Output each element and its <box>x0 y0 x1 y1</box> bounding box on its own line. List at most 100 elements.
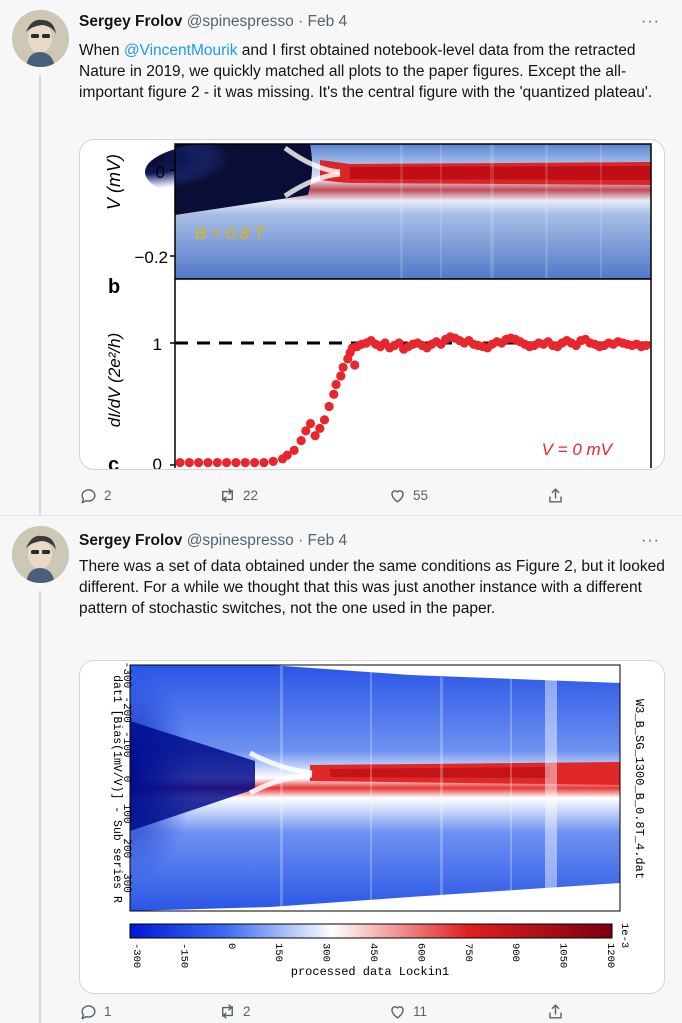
colorbar-tick-0: -300 <box>130 943 142 968</box>
colorbar-label: processed data Lockin1 <box>291 965 449 979</box>
reply-icon <box>81 489 96 504</box>
reply-button[interactable]: 2 <box>79 486 112 505</box>
colorbar-tick-7: 750 <box>462 943 474 962</box>
thread-connector <box>39 75 41 515</box>
figure-image: -300 -200 -100 0 100 200 300 dat1 [Bias(1mV/V)… <box>110 662 646 979</box>
retweet-count: 22 <box>243 488 259 503</box>
data-point-0 <box>175 457 185 468</box>
tweet-actions: 1 2 11 <box>79 1002 639 1022</box>
heatmap-ytick-2: -100 <box>120 731 132 757</box>
share-icon <box>549 488 562 503</box>
heart-icon <box>391 1006 404 1019</box>
heatmap-ylabel: dat1 [Bias(1mV/V)] - Sub series R <box>110 675 123 903</box>
colorbar-tick-9: 1050 <box>557 943 569 968</box>
heatmap-ytick-1: -200 <box>120 696 132 722</box>
colorbar-tick-5: 450 <box>367 943 379 962</box>
data-point-14 <box>296 436 306 446</box>
ytick-0: 0 <box>153 455 162 470</box>
data-point-13 <box>289 445 299 455</box>
data-point-4 <box>212 457 222 468</box>
data-point-21 <box>329 389 339 399</box>
voltage-annotation: V = 0 mV <box>542 440 614 459</box>
tweet-1[interactable]: Sergey Frolov @spinespresso · Feb 4 ··· … <box>0 0 682 515</box>
separator-dot: · <box>298 13 304 30</box>
mention-link[interactable]: @VincentMourik <box>123 42 238 59</box>
text-part: and I first obtained notebook-level data… <box>79 42 653 101</box>
tweet-divider <box>0 515 682 516</box>
retweet-icon <box>222 488 233 503</box>
ytick-1: 1 <box>153 335 162 354</box>
reply-count: 1 <box>104 1004 112 1019</box>
tweet-media-figure[interactable]: 0 −0.2 V (mV) B = 0.8 T b c 1 0 dI/dV (2… <box>79 139 665 470</box>
reply-icon <box>81 1005 96 1020</box>
thread-connector <box>39 591 41 1023</box>
colorbar-tick-3: 150 <box>272 943 284 962</box>
data-point-22 <box>331 379 341 390</box>
data-point-3 <box>203 457 213 468</box>
top-ytick-1: −0.2 <box>134 248 168 267</box>
colorbar-tick-6: 600 <box>414 943 426 962</box>
avatar[interactable] <box>12 10 69 67</box>
data-point-17 <box>310 431 320 441</box>
display-name[interactable]: Sergey Frolov <box>79 532 183 549</box>
data-point-7 <box>240 457 250 468</box>
like-button[interactable]: 55 <box>388 486 428 505</box>
share-icon <box>549 1004 562 1019</box>
tweet-date[interactable]: Feb 4 <box>307 13 348 30</box>
tweet-date[interactable]: Feb 4 <box>307 532 348 549</box>
heatmap-ytick-0: -300 <box>120 662 132 688</box>
reply-count: 2 <box>104 488 112 503</box>
tweet-2[interactable]: Sergey Frolov @spinespresso · Feb 4 ··· … <box>0 516 682 1023</box>
top-ylabel: V (mV) <box>104 154 124 210</box>
retweet-button[interactable]: 22 <box>218 486 258 505</box>
like-button[interactable]: 11 <box>388 1002 427 1021</box>
data-point-1 <box>184 457 194 468</box>
panel-letter-b: b <box>108 276 120 298</box>
user-handle[interactable]: @spinespresso <box>186 13 294 30</box>
data-point-28 <box>350 360 360 370</box>
more-options-icon[interactable]: ··· <box>641 532 660 549</box>
data-point-20 <box>324 401 334 412</box>
share-button[interactable] <box>546 486 565 505</box>
ylabel: dI/dV (2e²/h) <box>105 333 124 428</box>
colorbar-tick-10: 1200 <box>604 943 616 968</box>
data-point-91 <box>641 340 651 351</box>
tweet-media-figure[interactable]: -300 -200 -100 0 100 200 300 dat1 [Bias(1mV/V)… <box>79 660 665 994</box>
data-point-2 <box>194 457 204 468</box>
share-button[interactable] <box>546 1002 565 1021</box>
data-point-24 <box>338 362 348 372</box>
data-point-10 <box>268 456 278 466</box>
heatmap-ytick-6: 300 <box>120 873 132 893</box>
figure-image: 0 −0.2 V (mV) B = 0.8 T b c 1 0 dI/dV (2… <box>104 142 652 470</box>
tweet-text: There was a set of data obtained under t… <box>79 558 665 617</box>
retweet-button[interactable]: 2 <box>218 1002 251 1021</box>
filename-label: W3_B_SG_1300_B_0.8T_4.dat <box>632 699 646 879</box>
tweet-header: Sergey Frolov @spinespresso · Feb 4 <box>79 532 347 552</box>
colorbar-tick-2: 0 <box>225 943 237 949</box>
panel-letter-c: c <box>108 454 119 470</box>
more-options-icon[interactable]: ··· <box>641 13 660 30</box>
reply-button[interactable]: 1 <box>79 1002 112 1021</box>
heatmap-ytick-3: 0 <box>120 776 132 783</box>
data-point-16 <box>305 418 316 429</box>
colorbar-tick-4: 300 <box>320 943 332 962</box>
data-point-9 <box>259 457 269 468</box>
data-point-18 <box>315 423 325 433</box>
colorbar <box>129 923 613 939</box>
text-part: When <box>79 42 124 59</box>
colorbar-exponent: 1e-3 <box>618 923 630 948</box>
avatar[interactable] <box>12 526 69 583</box>
tweet-header: Sergey Frolov @spinespresso · Feb 4 <box>79 13 347 33</box>
data-point-19 <box>319 415 330 425</box>
colorbar-tick-1: -150 <box>177 943 189 968</box>
colorbar-tick-8: 900 <box>509 943 521 962</box>
retweet-icon <box>222 1004 233 1019</box>
data-point-6 <box>231 457 241 468</box>
user-handle[interactable]: @spinespresso <box>186 532 294 549</box>
heatmap-ytick-4: 100 <box>120 804 132 824</box>
separator-dot: · <box>298 532 304 549</box>
data-point-23 <box>336 371 346 381</box>
display-name[interactable]: Sergey Frolov <box>79 13 183 30</box>
top-ytick-0: 0 <box>156 163 165 182</box>
data-point-5 <box>222 457 232 468</box>
